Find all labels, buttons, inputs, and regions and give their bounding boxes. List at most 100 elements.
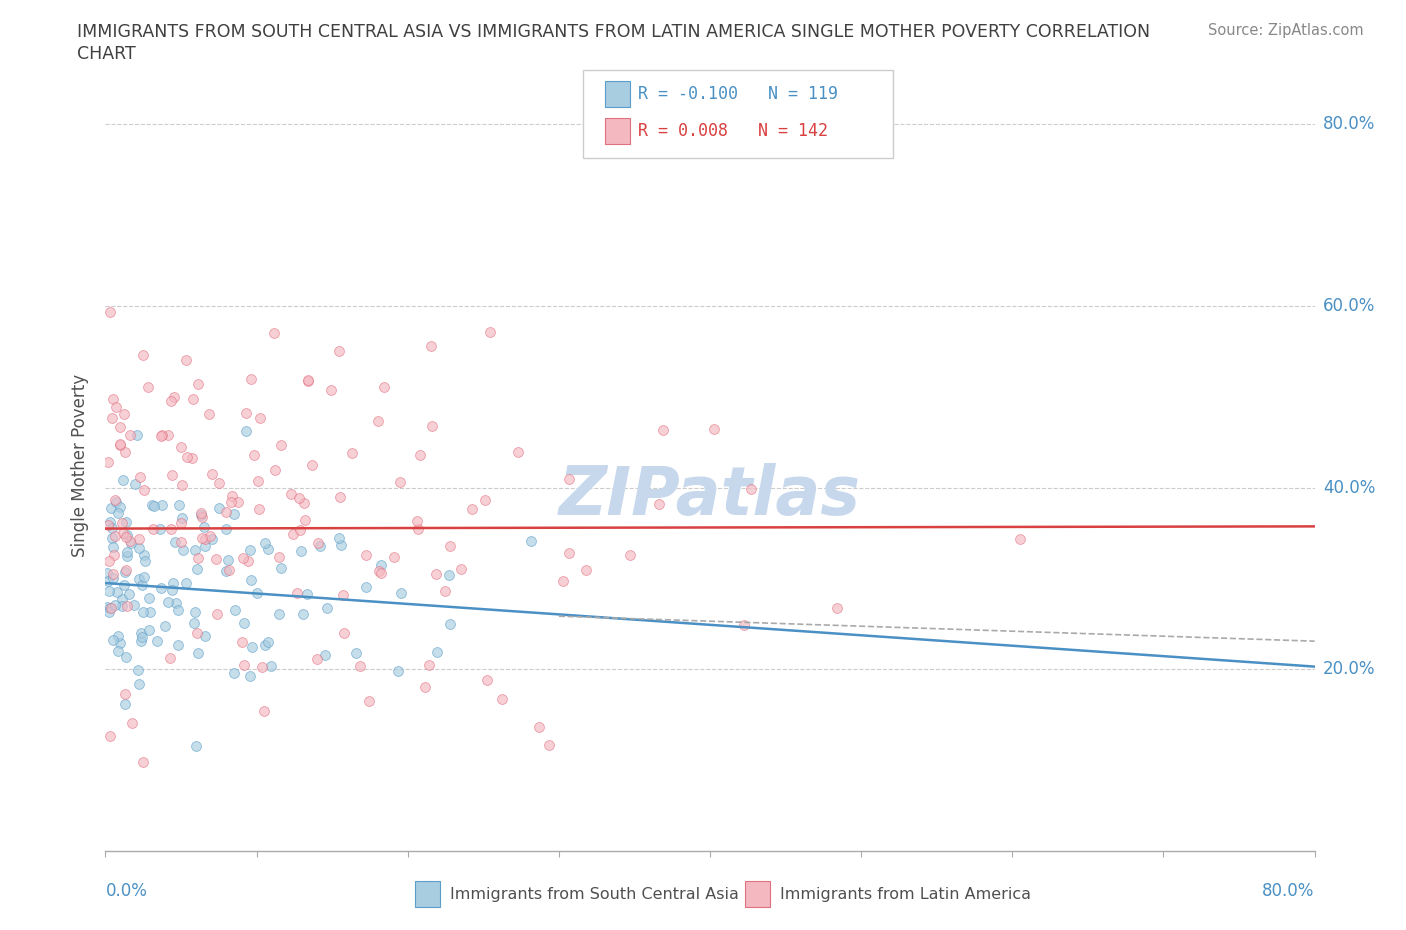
Point	[114, 514, 136, 529]
Point	[100, 501, 122, 516]
Text: R = -0.100   N = 119: R = -0.100 N = 119	[638, 85, 838, 103]
Point	[115, 599, 138, 614]
Point	[619, 548, 641, 563]
Point	[139, 604, 162, 619]
Point	[388, 474, 411, 489]
Point	[132, 547, 155, 562]
Point	[184, 738, 207, 753]
Point	[132, 570, 155, 585]
Point	[125, 428, 148, 443]
Point	[150, 580, 173, 595]
Point	[187, 551, 209, 565]
Point	[247, 501, 270, 516]
Point	[183, 616, 205, 631]
Point	[190, 508, 212, 523]
Point	[124, 477, 146, 492]
Point	[149, 522, 172, 537]
Point	[176, 450, 198, 465]
Point	[243, 447, 266, 462]
Point	[418, 658, 440, 672]
Text: ZIPatlas: ZIPatlas	[560, 463, 860, 529]
Point	[114, 649, 136, 664]
Point	[101, 539, 124, 554]
Point	[150, 429, 173, 444]
Point	[349, 658, 371, 673]
Point	[825, 600, 848, 615]
Point	[340, 445, 363, 460]
Point	[142, 522, 165, 537]
Point	[97, 583, 120, 598]
Point	[107, 629, 129, 644]
Point	[190, 505, 212, 520]
Point	[166, 603, 188, 618]
Point	[253, 638, 276, 653]
Point	[101, 392, 124, 406]
Point	[280, 486, 302, 501]
Point	[235, 424, 257, 439]
Point	[104, 495, 127, 510]
Point	[239, 542, 262, 557]
Point	[208, 476, 231, 491]
Point	[118, 534, 141, 549]
Point	[267, 606, 290, 621]
Point	[163, 390, 186, 405]
Point	[557, 546, 579, 561]
Point	[122, 598, 145, 613]
Point	[105, 584, 128, 599]
Point	[290, 522, 312, 537]
Point	[187, 645, 209, 660]
Point	[520, 533, 543, 548]
Point	[506, 445, 529, 459]
Point	[575, 563, 598, 578]
Point	[167, 637, 190, 652]
Point	[239, 371, 262, 386]
Point	[165, 535, 187, 550]
Point	[186, 626, 208, 641]
Point	[648, 497, 671, 512]
Point	[129, 633, 152, 648]
Point	[367, 564, 389, 578]
Point	[256, 634, 278, 649]
Point	[115, 563, 138, 578]
Point	[172, 511, 194, 525]
Point	[426, 644, 449, 659]
Point	[108, 436, 131, 451]
Point	[110, 500, 132, 515]
Point	[165, 596, 187, 611]
Point	[538, 738, 561, 753]
Point	[308, 538, 330, 553]
Point	[218, 563, 240, 578]
Point	[103, 597, 125, 612]
Point	[98, 553, 121, 568]
Point	[333, 625, 356, 640]
Point	[97, 455, 120, 470]
Point	[207, 607, 229, 622]
Point	[387, 664, 409, 679]
Point	[270, 561, 292, 576]
Point	[180, 450, 202, 465]
Point	[108, 635, 131, 650]
Point	[132, 348, 155, 363]
Point	[330, 538, 353, 552]
Point	[111, 472, 134, 487]
Point	[194, 628, 217, 643]
Point	[305, 651, 328, 666]
Point	[228, 495, 250, 510]
Point	[104, 400, 127, 415]
Point	[263, 326, 285, 340]
Text: IMMIGRANTS FROM SOUTH CENTRAL ASIA VS IMMIGRANTS FROM LATIN AMERICA SINGLE MOTHE: IMMIGRANTS FROM SOUTH CENTRAL ASIA VS IM…	[77, 23, 1150, 41]
Point	[217, 552, 239, 567]
Point	[128, 540, 150, 555]
Point	[236, 553, 259, 568]
Point	[434, 584, 457, 599]
Point	[170, 515, 193, 530]
Point	[97, 573, 120, 588]
Point	[558, 472, 581, 486]
Point	[132, 755, 155, 770]
Point	[329, 489, 352, 504]
Point	[96, 565, 118, 580]
Point	[254, 535, 277, 550]
Point	[208, 500, 231, 515]
Point	[344, 645, 367, 660]
Point	[176, 352, 198, 367]
